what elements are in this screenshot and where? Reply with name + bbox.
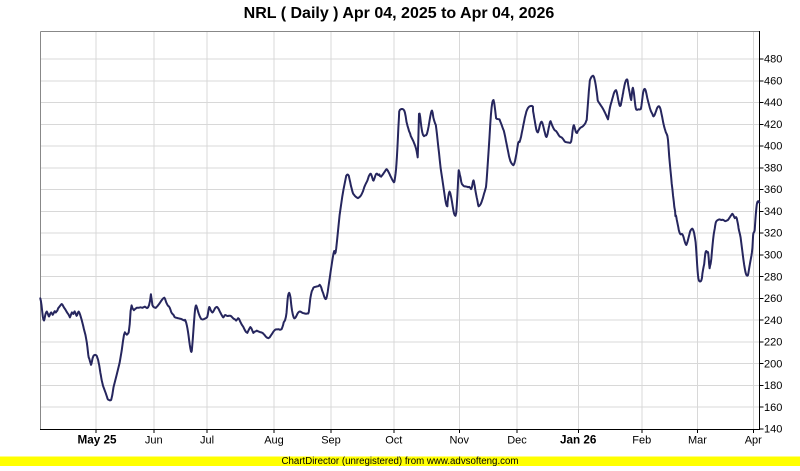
svg-text:280: 280: [764, 271, 782, 283]
svg-text:400: 400: [764, 141, 782, 153]
svg-text:300: 300: [764, 249, 782, 261]
svg-text:160: 160: [764, 402, 782, 414]
svg-text:420: 420: [764, 119, 782, 131]
svg-text:Jul: Jul: [200, 435, 214, 447]
svg-text:May 25: May 25: [78, 434, 117, 447]
svg-text:240: 240: [764, 315, 782, 327]
svg-text:180: 180: [764, 380, 782, 392]
svg-text:480: 480: [764, 54, 782, 66]
svg-text:Aug: Aug: [264, 435, 284, 447]
svg-text:140: 140: [764, 424, 782, 436]
svg-text:Oct: Oct: [385, 435, 402, 447]
svg-text:460: 460: [764, 75, 782, 87]
svg-text:ChartDirector (unregistered) f: ChartDirector (unregistered) from www.ad…: [282, 456, 519, 466]
svg-text:440: 440: [764, 97, 782, 109]
svg-text:Dec: Dec: [507, 435, 527, 447]
svg-text:360: 360: [764, 184, 782, 196]
svg-text:NRL ( Daily ) Apr 04, 2025 to: NRL ( Daily ) Apr 04, 2025 to Apr 04, 20…: [244, 5, 555, 22]
svg-text:Mar: Mar: [688, 435, 707, 447]
svg-text:320: 320: [764, 228, 782, 240]
svg-text:340: 340: [764, 206, 782, 218]
svg-text:380: 380: [764, 162, 782, 174]
svg-text:Nov: Nov: [449, 435, 469, 447]
svg-text:Jan 26: Jan 26: [560, 434, 597, 447]
svg-text:260: 260: [764, 293, 782, 305]
svg-text:Feb: Feb: [632, 435, 651, 447]
svg-text:220: 220: [764, 337, 782, 349]
svg-text:Sep: Sep: [321, 435, 341, 447]
svg-text:Apr: Apr: [745, 435, 762, 447]
svg-text:200: 200: [764, 358, 782, 370]
svg-text:Jun: Jun: [145, 435, 163, 447]
